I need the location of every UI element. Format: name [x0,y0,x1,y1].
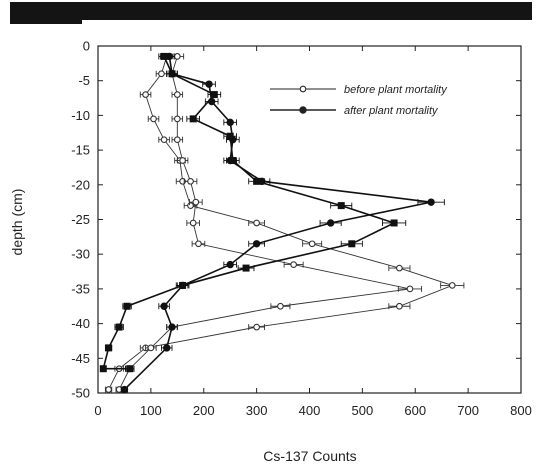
y-tick-label: -40 [71,316,90,331]
data-point [99,365,107,373]
legend-label: before plant mortality [344,84,448,96]
data-point [195,240,202,248]
data-point [187,202,194,209]
data-point [187,177,194,185]
data-point [173,53,181,60]
header-bar [10,2,532,20]
data-point [179,157,186,164]
x-tick-label: 0 [94,403,101,418]
data-point [163,344,171,352]
data-point [290,261,297,268]
x-tick-label: 600 [404,403,426,418]
data-point [168,70,176,78]
data-point [150,115,157,123]
data-point [160,302,168,310]
data-point [160,52,168,60]
legend-item: after plant mortality [270,105,439,117]
data-point [253,177,261,185]
data-point [226,118,234,127]
y-tick-label: -45 [71,351,90,366]
data-point [105,386,112,393]
data-point [448,282,456,289]
data-point [147,344,155,352]
data-point [308,240,316,248]
data-point [189,219,197,227]
series-3 [120,52,445,394]
data-point [205,80,213,88]
data-point [158,70,165,78]
data-point [105,344,113,352]
series-4 [99,52,407,373]
y-tick-label: 0 [83,39,90,54]
data-point [348,240,356,248]
x-tick-label: 500 [352,403,374,418]
data-point [210,91,218,99]
x-axis-label: Cs-137 Counts [263,448,356,464]
data-point [226,132,234,140]
data-point [337,202,345,210]
legend-item: before plant mortality [270,84,448,96]
data-point [253,219,260,227]
x-tick-label: 200 [193,403,215,418]
data-point [173,136,181,144]
data-point [277,302,284,310]
data-point [299,106,307,114]
y-tick-label: -5 [78,73,90,88]
data-point [123,302,131,310]
x-tick-label: 400 [299,403,321,418]
data-point [192,198,200,206]
data-point [253,323,260,331]
y-tick-label: -50 [71,386,90,401]
x-tick-label: 300 [246,403,268,418]
legend-label: after plant mortality [344,105,439,117]
y-tick-label: -35 [71,281,90,296]
x-tick-label: 100 [140,403,162,418]
y-tick-label: -15 [71,143,90,158]
plot-frame [97,45,522,394]
data-point [115,323,123,331]
x-tick-label: 700 [457,403,479,418]
data-point [242,264,250,272]
data-point [173,115,181,123]
header-bar-notch [10,20,82,24]
y-tick-label: -10 [71,108,90,123]
data-point [189,115,197,123]
y-tick-label: -20 [71,177,90,192]
data-point [173,91,181,98]
data-point [396,264,403,272]
data-point [168,323,176,331]
data-point [160,136,168,144]
data-point [226,260,234,269]
data-point [120,385,129,394]
data-point [396,302,403,310]
data-point [299,85,307,93]
data-point [406,285,414,293]
data-point [179,281,187,289]
x-tick-label: 800 [510,403,532,418]
y-axis-label: depth (cm) [9,189,25,256]
series-line [102,56,397,370]
y-tick-label: -25 [71,212,90,227]
data-point [427,198,435,206]
data-point [390,219,398,227]
data-point [126,365,134,373]
y-tick-label: -30 [71,247,90,262]
data-point [229,157,237,165]
data-point [252,240,261,248]
data-point [142,91,149,98]
data-point [326,219,335,227]
